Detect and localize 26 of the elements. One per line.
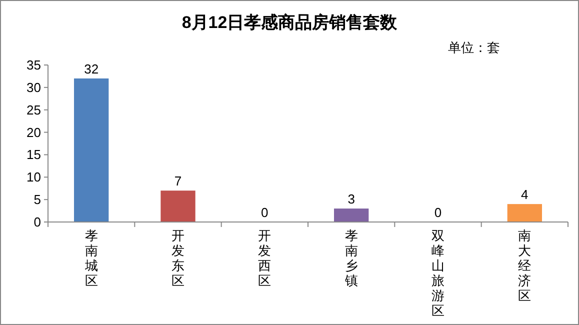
chart-title: 8月12日孝感商品房销售套数 [182,13,398,32]
x-tick-label: 南大经济区 [518,228,532,303]
y-tick-label: 20 [26,124,41,140]
y-tick-label: 5 [34,192,41,208]
x-tick-label: 开发西区 [258,228,272,288]
y-tick-label: 25 [26,102,41,118]
x-tick-label: 开发东区 [172,228,184,288]
y-tick-label: 10 [26,170,41,185]
y-tick-label: 0 [34,214,41,230]
x-tick-label: 孝南城区 [84,228,98,288]
bar [74,78,109,222]
data-label: 7 [174,174,182,189]
y-tick-label: 35 [26,58,41,72]
y-tick-label: 30 [26,80,41,95]
bar [160,190,196,222]
y-tick-label: 15 [26,147,41,162]
data-label: 32 [84,61,99,76]
bar [334,208,369,222]
data-label: 0 [261,205,268,220]
data-label: 0 [434,205,442,220]
x-tick-label: 双峰山旅游区 [432,228,444,318]
x-tick-label: 孝南乡镇 [344,228,358,288]
bar [507,204,542,222]
data-label: 3 [348,192,355,207]
text: 单位：套 [448,40,500,55]
data-label: 4 [521,187,528,202]
